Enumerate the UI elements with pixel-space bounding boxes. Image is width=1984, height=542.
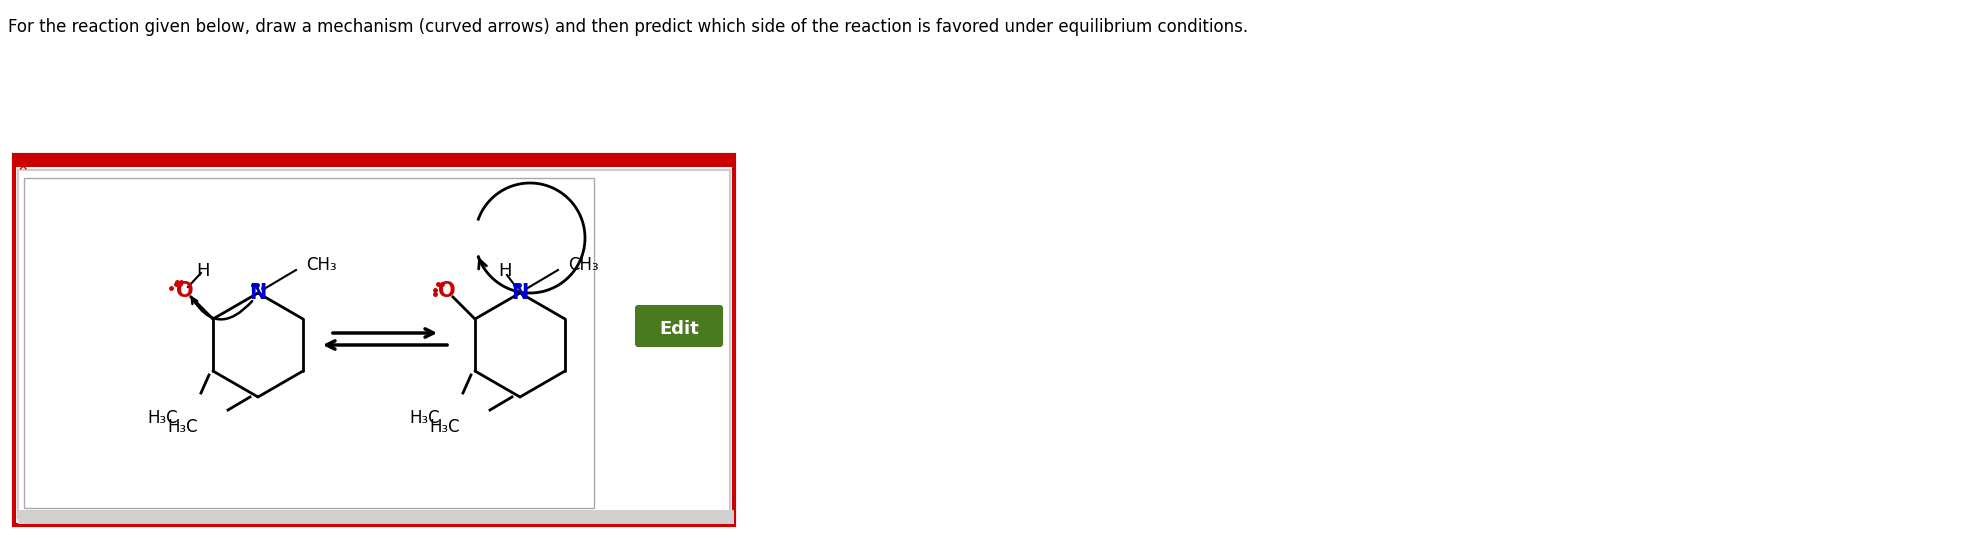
Text: N: N [512, 283, 528, 303]
Text: H₃C: H₃C [167, 418, 198, 436]
Text: CH₃: CH₃ [306, 256, 337, 274]
Text: ×: × [18, 160, 28, 173]
Text: N: N [250, 283, 266, 303]
FancyBboxPatch shape [14, 155, 734, 167]
Text: Edit: Edit [659, 320, 698, 338]
FancyBboxPatch shape [24, 178, 593, 508]
Text: H: H [498, 262, 512, 280]
Text: H₃C: H₃C [429, 418, 460, 436]
Text: H₃C: H₃C [409, 409, 440, 427]
Text: H₃C: H₃C [147, 409, 179, 427]
Text: CH₃: CH₃ [567, 256, 599, 274]
Text: O: O [177, 281, 194, 301]
Text: H: H [196, 262, 210, 280]
FancyBboxPatch shape [18, 170, 730, 518]
Text: For the reaction given below, draw a mechanism (curved arrows) and then predict : For the reaction given below, draw a mec… [8, 18, 1248, 36]
FancyBboxPatch shape [18, 510, 734, 524]
FancyBboxPatch shape [14, 155, 734, 525]
Text: O: O [438, 281, 456, 301]
FancyBboxPatch shape [635, 305, 722, 347]
